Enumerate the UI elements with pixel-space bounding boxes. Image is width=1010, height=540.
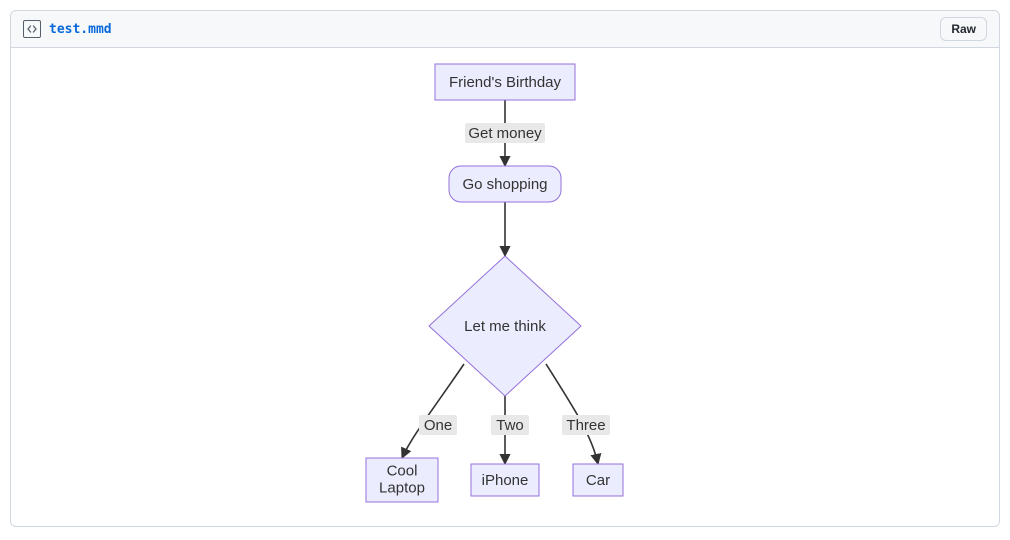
svg-text:Cool: Cool bbox=[387, 462, 418, 479]
node-F: Car bbox=[573, 464, 623, 496]
node-B: Go shopping bbox=[449, 166, 561, 202]
svg-text:Two: Two bbox=[496, 417, 524, 434]
svg-text:Friend's Birthday: Friend's Birthday bbox=[449, 74, 562, 91]
svg-text:Three: Three bbox=[566, 417, 605, 434]
raw-button[interactable]: Raw bbox=[940, 17, 987, 41]
svg-text:Car: Car bbox=[586, 472, 610, 489]
diagram-canvas: Get money One Two Three Friend's Birthday Go … bbox=[11, 48, 999, 526]
node-D: CoolLaptop bbox=[366, 458, 438, 502]
svg-text:Laptop: Laptop bbox=[379, 479, 425, 496]
file-header: test.mmd Raw bbox=[11, 11, 999, 48]
svg-text:Get money: Get money bbox=[468, 125, 542, 142]
node-A: Friend's Birthday bbox=[435, 64, 575, 100]
node-C: Let me think bbox=[429, 256, 581, 396]
svg-text:iPhone: iPhone bbox=[482, 472, 529, 489]
svg-text:Go shopping: Go shopping bbox=[462, 176, 547, 193]
edge-C-D bbox=[402, 364, 464, 458]
code-file-icon bbox=[23, 20, 41, 38]
svg-text:Let me think: Let me think bbox=[464, 318, 546, 335]
svg-text:One: One bbox=[424, 417, 452, 434]
filename-link[interactable]: test.mmd bbox=[49, 22, 112, 37]
edge-C-F bbox=[546, 364, 598, 464]
flowchart-svg: Get money One Two Three Friend's Birthday Go … bbox=[20, 48, 990, 526]
file-box: test.mmd Raw Get money One Two Three Friend'… bbox=[10, 10, 1000, 527]
node-E: iPhone bbox=[471, 464, 539, 496]
